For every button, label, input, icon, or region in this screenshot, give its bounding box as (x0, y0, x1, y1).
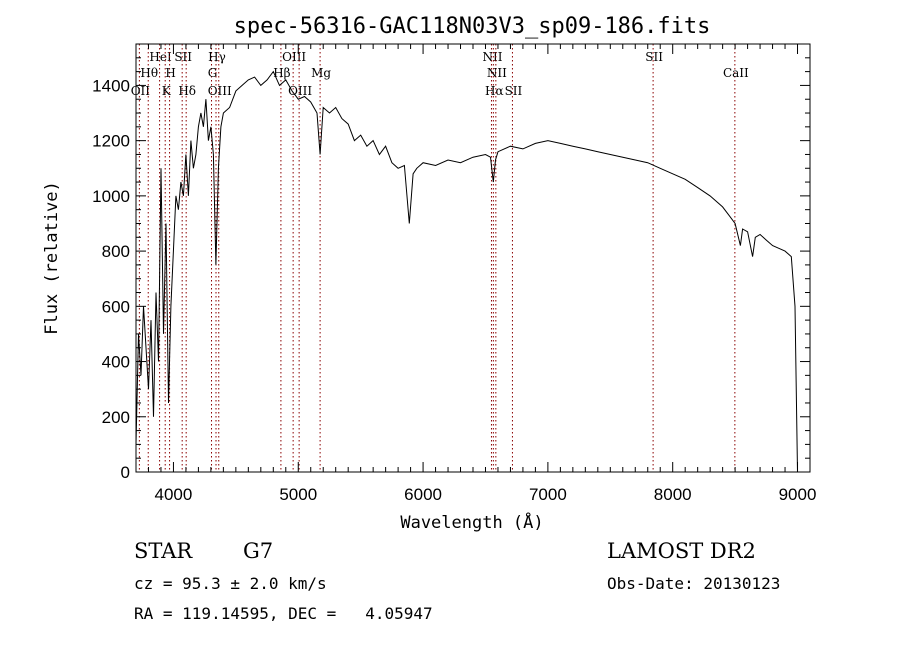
line-marker-label: SII (174, 50, 192, 64)
y-tick-label: 1400 (92, 76, 130, 95)
y-axis-label: Flux (relative) (42, 181, 62, 335)
y-tick-label: 1000 (92, 187, 130, 206)
object-subclass: G7 (243, 539, 274, 563)
line-marker-label: Hβ (273, 66, 290, 80)
line-marker-label: SII (645, 50, 663, 64)
x-tick-label: 6000 (404, 485, 442, 504)
x-tick-label: 9000 (779, 485, 817, 504)
coordinates-text: RA = 119.14595, DEC = 4.05947 (134, 604, 433, 623)
line-marker-label: H (165, 66, 175, 80)
y-tick-label: 600 (102, 297, 130, 316)
redshift-text: cz = 95.3 ± 2.0 km/s (134, 574, 327, 593)
y-tick-label: 800 (102, 242, 130, 261)
x-tick-label: 8000 (654, 485, 692, 504)
line-marker-label: Hθ (140, 66, 158, 80)
object-type: STAR (134, 539, 193, 563)
axis-ticks: 4000 5000 6000 7000 8000 9000 0 200 400 600 800 100… (92, 44, 816, 504)
plot-frame (135, 43, 811, 473)
y-tick-label: 0 (121, 463, 130, 482)
y-tick-label: 400 (102, 353, 130, 372)
line-marker-label: Hα (485, 84, 504, 98)
y-tick-label: 200 (102, 408, 130, 427)
chart-title: spec-56316-GAC118N03V3_sp09-186.fits (234, 14, 711, 39)
line-marker-label: OIII (208, 84, 232, 98)
line-marker-label: Hγ (208, 50, 226, 64)
line-marker-label: G (208, 66, 218, 80)
x-tick-label: 5000 (279, 485, 317, 504)
x-tick-label: 4000 (155, 485, 193, 504)
emission-line-markers: OIIHθHeIKHSIIHδGHγOIIIHβOIIIOIIIMgNIIHαN… (131, 44, 749, 472)
spectrum-line (135, 70, 798, 473)
line-marker-label: NII (482, 50, 502, 64)
line-marker-label: K (162, 84, 172, 98)
line-marker-label: Mg (311, 66, 331, 80)
y-tick-label: 1200 (92, 132, 130, 151)
line-marker-label: OII (131, 84, 151, 98)
obs-date-text: Obs-Date: 20130123 (607, 574, 781, 593)
line-marker-label: OIII (282, 50, 306, 64)
survey-name: LAMOST DR2 (607, 539, 756, 563)
line-marker-label: CaII (723, 66, 749, 80)
line-marker-label: HeI (149, 50, 172, 64)
line-marker-label: SII (505, 84, 523, 98)
line-marker-label: NII (487, 66, 507, 80)
x-tick-label: 7000 (529, 485, 567, 504)
x-axis-label: Wavelength (Å) (400, 511, 543, 533)
line-marker-label: Hδ (178, 84, 196, 98)
